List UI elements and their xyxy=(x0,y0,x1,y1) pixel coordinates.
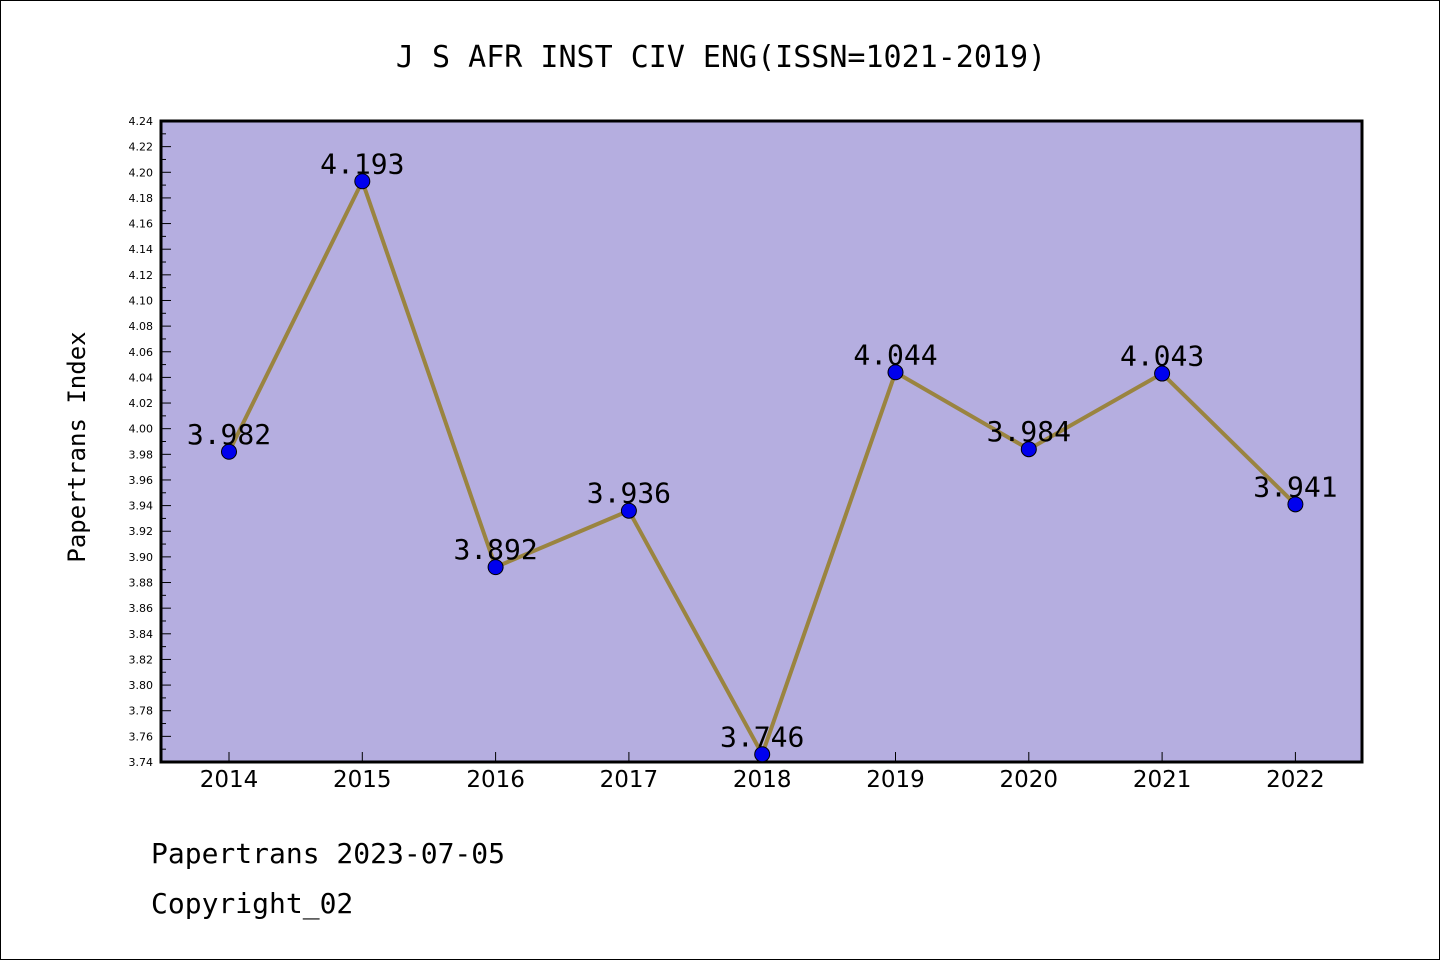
y-tick-label: 3.76 xyxy=(129,730,154,743)
x-tick-label: 2017 xyxy=(600,767,659,793)
y-tick-label: 3.98 xyxy=(129,448,154,461)
x-tick-label: 2016 xyxy=(466,767,525,793)
y-tick-label: 3.78 xyxy=(129,705,154,718)
footer-date: Papertrans 2023-07-05 xyxy=(151,837,506,870)
data-label: 3.941 xyxy=(1253,470,1337,503)
plot-area xyxy=(159,119,1364,764)
y-axis-label: Papertrans Index xyxy=(63,331,91,562)
y-tick-label: 3.94 xyxy=(129,500,154,513)
data-label: 4.044 xyxy=(853,338,937,371)
data-point xyxy=(1154,365,1171,382)
y-tick-label: 4.20 xyxy=(129,166,154,179)
x-tick-label: 2022 xyxy=(1266,767,1325,793)
y-axis: 3.74 3.76 3.78 3.80 3.82 3.84 3.86 3.88 3.90 3.92… xyxy=(129,115,171,769)
x-tick-label: 2020 xyxy=(1000,767,1059,793)
data-point xyxy=(221,443,237,460)
footer-copyright: Copyright_02 xyxy=(151,887,354,920)
x-tick-label: 2014 xyxy=(200,767,259,793)
data-label: 4.193 xyxy=(320,147,404,180)
chart-title: J S AFR INST CIV ENG(ISSN=1021-2019) xyxy=(396,40,1046,75)
y-tick-label: 3.86 xyxy=(129,602,154,615)
data-point xyxy=(1020,441,1037,458)
y-tick-label: 4.16 xyxy=(129,218,154,231)
y-tick-label: 4.00 xyxy=(129,423,154,436)
x-axis: 2014 2015 2016 2017 2018 2019 2020 2021 2022 xyxy=(200,752,1325,793)
x-tick-label: 2018 xyxy=(733,767,792,793)
data-point xyxy=(620,502,637,519)
y-tick-label: 4.18 xyxy=(129,192,154,205)
data-point xyxy=(487,559,504,576)
y-tick-label: 3.74 xyxy=(129,756,154,769)
x-tick-label: 2019 xyxy=(866,767,925,793)
data-point xyxy=(754,746,771,763)
x-tick-label: 2021 xyxy=(1133,767,1192,793)
data-label: 3.892 xyxy=(453,533,537,566)
y-tick-label: 3.80 xyxy=(129,679,154,692)
y-tick-label: 4.02 xyxy=(129,397,154,410)
data-point xyxy=(354,173,371,190)
data-label: 3.746 xyxy=(720,720,804,753)
x-tick-label: 2015 xyxy=(333,767,392,793)
y-tick-label: 3.92 xyxy=(129,525,154,538)
data-labels: 3.982 4.193 3.892 3.936 3.746 4.044 3.984 4.043… xyxy=(187,147,1338,753)
y-tick-label: 3.84 xyxy=(129,628,154,641)
data-label: 3.936 xyxy=(587,477,671,510)
y-tick-label: 3.96 xyxy=(129,474,154,487)
y-tick-label: 4.06 xyxy=(129,346,154,359)
data-point xyxy=(1287,496,1304,513)
y-tick-label: 4.04 xyxy=(129,371,154,384)
data-label: 3.984 xyxy=(987,415,1071,448)
y-tick-label: 3.82 xyxy=(129,653,154,666)
series-markers xyxy=(221,173,1304,763)
y-tick-label: 3.90 xyxy=(129,551,154,564)
y-tick-label: 4.12 xyxy=(129,269,154,282)
y-tick-label: 4.24 xyxy=(129,115,154,128)
data-label: 4.043 xyxy=(1120,340,1204,373)
data-point xyxy=(887,364,904,381)
y-tick-label: 4.08 xyxy=(129,320,154,333)
y-tick-label: 4.14 xyxy=(129,243,154,256)
y-tick-label: 3.88 xyxy=(129,577,154,590)
data-label: 3.982 xyxy=(187,418,271,451)
y-tick-label: 4.22 xyxy=(129,141,154,154)
y-tick-label: 4.10 xyxy=(129,294,154,307)
